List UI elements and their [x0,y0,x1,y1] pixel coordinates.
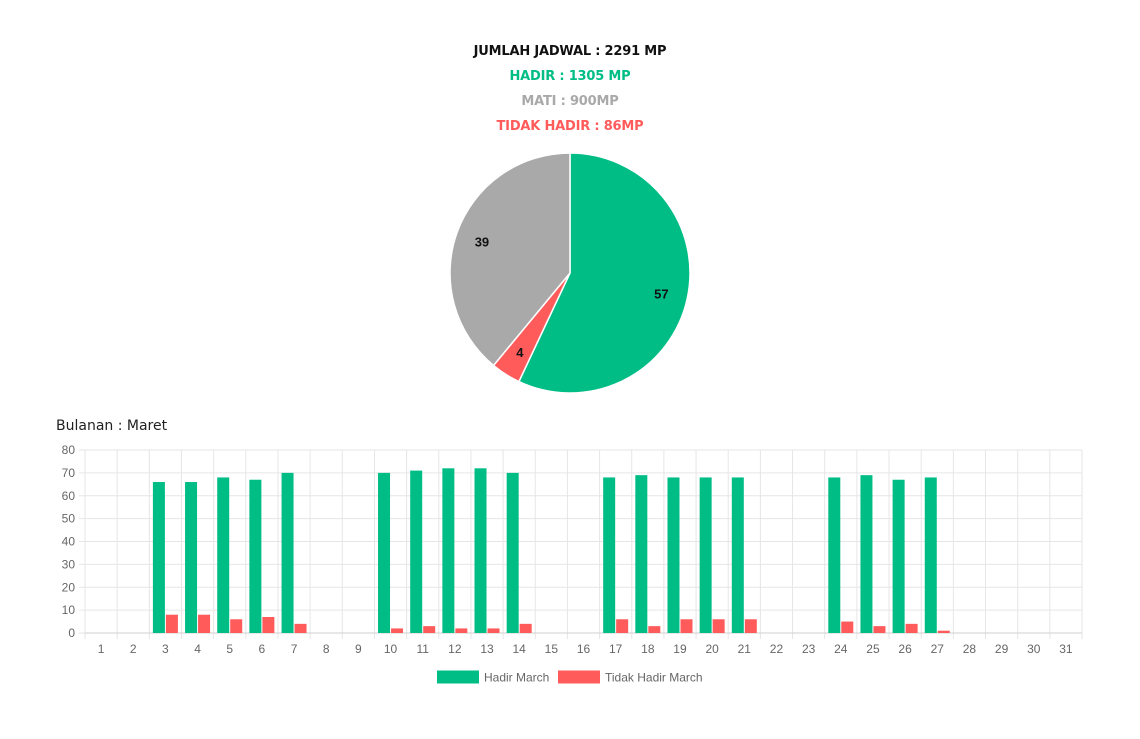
x-tick-label: 8 [323,642,330,656]
tidak-hadir-bar [165,614,178,633]
tidak-hadir-bar [905,623,918,633]
y-tick-label: 50 [62,512,76,526]
x-tick-label: 30 [1027,642,1041,656]
y-tick-label: 80 [62,443,76,457]
x-tick-label: 14 [512,642,526,656]
legend-hadir-label: Hadir March [484,671,549,685]
legend-hadir-swatch [437,670,479,684]
tidak-hadir-bar [230,619,243,633]
y-tick-label: 20 [62,580,76,594]
hadir-bar [410,470,423,633]
x-tick-label: 4 [194,642,201,656]
bar-grid [79,449,1083,639]
x-tick-label: 16 [577,642,591,656]
hadir-bar [603,477,616,633]
legend-tidak-hadir-swatch [558,670,600,684]
tidak-hadir-bar [262,616,275,633]
tidak-hadir-bar [712,619,725,633]
x-tick-label: 23 [802,642,816,656]
y-tick-label: 10 [62,603,76,617]
hadir-bar [667,477,680,633]
pie-slice-label: 39 [475,234,489,249]
tidak-hadir-bar [937,630,950,633]
total-schedule-text: JUMLAH JADWAL : 2291 MP [473,44,667,59]
y-tick-label: 0 [68,626,75,640]
x-tick-label: 9 [355,642,362,656]
pie-slice [449,152,571,367]
hadir-bar [860,475,873,633]
x-tick-label: 22 [770,642,784,656]
tidak-hadir-bar [391,628,404,633]
x-tick-label: 19 [673,642,687,656]
x-tick-label: 20 [705,642,719,656]
hadir-bar [185,482,198,633]
hadir-bar [506,472,519,633]
y-tick-label: 40 [62,535,76,549]
tidak-hadir-bar [744,619,757,633]
tidak-hadir-bar [648,626,661,633]
y-tick-label: 30 [62,557,76,571]
x-tick-label: 29 [995,642,1009,656]
hadir-bar [281,472,294,633]
y-tick-label: 70 [62,466,76,480]
x-tick-label: 15 [545,642,559,656]
x-tick-label: 25 [866,642,880,656]
hadir-bar [635,475,648,633]
absent-count-text: TIDAK HADIR : 86MP [496,119,644,134]
x-tick-label: 2 [130,642,137,656]
tidak-hadir-bar [455,628,468,633]
hadir-bar [474,468,487,633]
hadir-bar [828,477,841,633]
hadir-bar [924,477,937,633]
off-count-text: MATI : 900MP [521,94,619,109]
x-tick-label: 31 [1059,642,1073,656]
tidak-hadir-bar [841,621,854,633]
hadir-bar [152,482,165,633]
y-tick-label: 60 [62,489,76,503]
tidak-hadir-bar [487,628,500,633]
x-tick-label: 1 [98,642,105,656]
tidak-hadir-bar [616,619,629,633]
hadir-bar [892,479,905,633]
tidak-hadir-bar [294,623,307,633]
hadir-bar [378,472,391,633]
hadir-bar [217,477,230,633]
tidak-hadir-bar [423,626,436,633]
x-tick-label: 11 [416,642,429,656]
hadir-bar [699,477,712,633]
x-tick-label: 27 [931,642,945,656]
tidak-hadir-bar [873,626,886,633]
x-tick-label: 3 [162,642,169,656]
hadir-bar [249,479,262,633]
x-tick-label: 10 [384,642,398,656]
tidak-hadir-bar [198,614,211,633]
x-tick-label: 17 [609,642,623,656]
tidak-hadir-bar [680,619,693,633]
hadir-bar [442,468,455,633]
legend-tidak-hadir-label: Tidak Hadir March [605,671,703,685]
x-tick-label: 18 [641,642,655,656]
hadir-bar [731,477,744,633]
tidak-hadir-bar [519,623,532,633]
x-tick-label: 21 [738,642,752,656]
x-tick-label: 7 [291,642,298,656]
x-tick-label: 26 [898,642,912,656]
attendance-pie-chart: 57 4 39 [449,152,691,394]
x-tick-label: 13 [480,642,494,656]
present-count-text: HADIR : 1305 MP [509,69,631,84]
x-tick-label: 28 [963,642,977,656]
x-tick-label: 12 [448,642,462,656]
pie-slice-label: 57 [654,286,668,301]
monthly-chart-title: Bulanan : Maret [56,418,168,434]
x-tick-label: 5 [226,642,233,656]
x-tick-label: 24 [834,642,848,656]
pie-slice [517,152,691,394]
pie-slice-label: 4 [516,345,524,360]
x-tick-label: 6 [259,642,266,656]
